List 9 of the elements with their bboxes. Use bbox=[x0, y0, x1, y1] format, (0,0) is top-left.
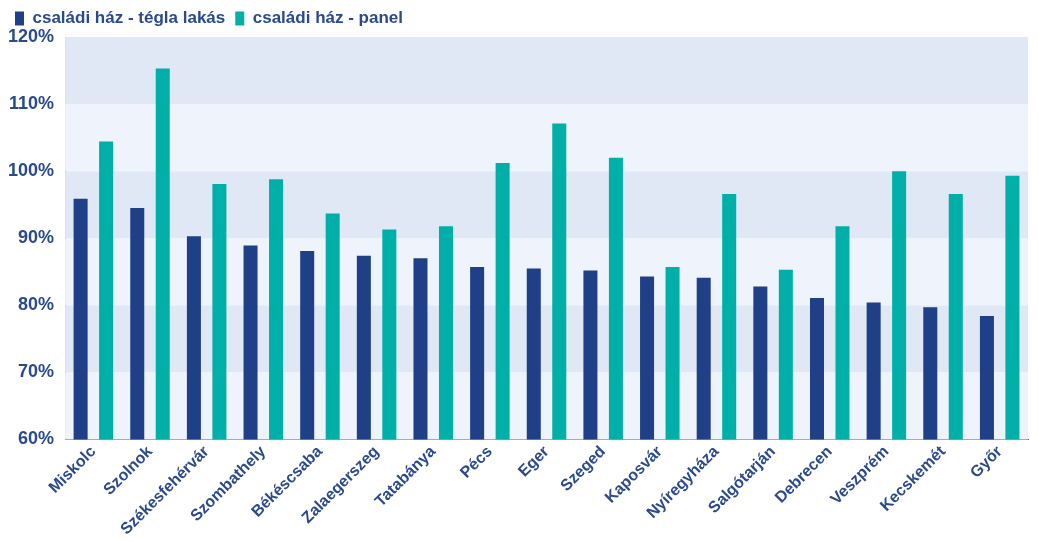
y-tick-label: 110% bbox=[8, 93, 55, 114]
y-tick-label: 90% bbox=[18, 227, 55, 248]
y-tick-label: 100% bbox=[7, 160, 55, 181]
legend-label: családi ház - panel bbox=[252, 8, 403, 28]
legend-label: családi ház - tégla lakás bbox=[32, 8, 226, 28]
y-tick-label: 70% bbox=[18, 361, 55, 382]
y-tick-label: 120% bbox=[7, 25, 55, 46]
y-tick-label: 80% bbox=[18, 294, 55, 315]
y-tick-label: 60% bbox=[18, 428, 55, 449]
